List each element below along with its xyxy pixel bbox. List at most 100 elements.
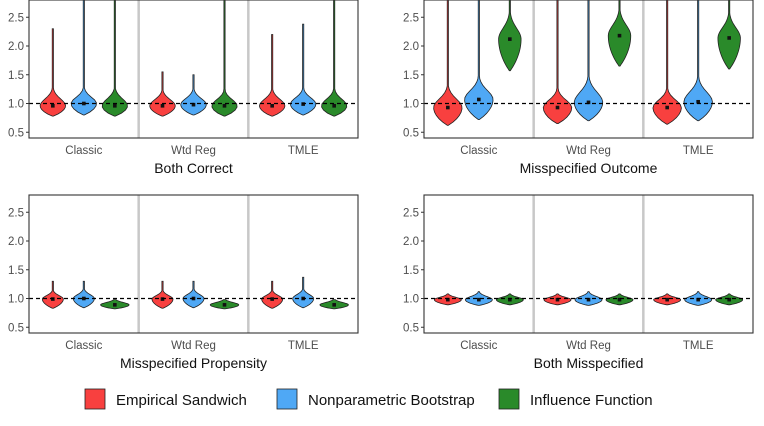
violin-layer: [39, 0, 348, 117]
panel-title: Misspecified Propensity: [120, 355, 267, 371]
median-point: [82, 296, 86, 301]
median-point: [82, 101, 86, 106]
violin-influence-function: [717, 0, 741, 70]
x-tick-label: Wtd Reg: [566, 145, 611, 157]
panel-title: Both Correct: [154, 160, 233, 176]
panel-1: 0.5 1.0 1.5 2.0 2.5 Classic Wtd Reg TMLE Both Co…: [8, 0, 359, 176]
panel-border: [423, 194, 754, 334]
violin-nonparametric-bootstrap: [573, 0, 604, 122]
median-point: [113, 104, 117, 108]
violin-nonparametric-bootstrap: [72, 280, 95, 309]
median-point: [51, 104, 55, 108]
x-tick-label: Classic: [65, 145, 102, 157]
y-tick-label: 1.0: [8, 99, 24, 111]
median-point: [727, 297, 731, 302]
median-point: [665, 105, 669, 110]
y-tick-label: 1.0: [403, 294, 419, 306]
violin-empirical-sandwich: [652, 0, 682, 125]
violin-influence-function: [321, 0, 348, 117]
panel-title: Both Misspecified: [534, 355, 644, 371]
median-point: [586, 100, 591, 105]
y-tick-label: 1.5: [403, 70, 419, 82]
x-tick-label: TMLE: [288, 340, 319, 352]
panel-border: [28, 0, 359, 139]
y-tick-label: 2.0: [8, 41, 24, 53]
violin-layer: [433, 291, 744, 306]
legend-label: Nonparametric Bootstrap: [308, 392, 475, 409]
violin-influence-function: [607, 0, 632, 67]
y-tick-label: 2.5: [403, 12, 419, 24]
median-point: [617, 33, 622, 38]
violin-nonparametric-bootstrap: [180, 74, 207, 116]
median-point: [696, 297, 700, 302]
y-tick-label: 0.5: [8, 127, 24, 139]
median-point: [617, 297, 622, 302]
median-point: [696, 99, 700, 104]
violin-influence-function: [498, 0, 522, 72]
median-point: [586, 297, 591, 302]
x-tick-label: TMLE: [683, 340, 714, 352]
violin-empirical-sandwich: [149, 71, 176, 117]
y-tick-label: 2.0: [403, 236, 419, 248]
median-point: [555, 297, 560, 302]
median-point: [270, 104, 274, 108]
y-tick-label: 1.0: [403, 99, 419, 111]
y-tick-label: 2.5: [8, 12, 24, 24]
median-point: [332, 303, 336, 307]
median-point: [477, 97, 481, 102]
violin-nonparametric-bootstrap: [290, 23, 317, 116]
panel-2: 0.5 1.0 1.5 2.0 2.5 Classic Wtd Reg TMLE Misspec…: [403, 0, 754, 176]
median-point: [727, 36, 731, 40]
y-tick-label: 1.5: [8, 70, 24, 82]
violin-empirical-sandwich: [261, 280, 284, 309]
y-tick-label: 0.5: [403, 127, 419, 139]
violin-nonparametric-bootstrap: [464, 0, 494, 120]
legend-label: Empirical Sandwich: [116, 392, 247, 409]
violin-empirical-sandwich: [39, 28, 66, 117]
x-tick-label: Wtd Reg: [566, 340, 611, 352]
median-point: [508, 37, 512, 41]
median-point: [446, 105, 450, 110]
x-tick-label: TMLE: [288, 145, 319, 157]
x-tick-label: Classic: [65, 340, 102, 352]
violin-nonparametric-bootstrap: [683, 0, 713, 122]
median-point: [332, 104, 336, 108]
violin-influence-function: [211, 0, 238, 117]
median-point: [191, 102, 196, 107]
median-point: [160, 104, 165, 108]
y-tick-label: 0.5: [8, 322, 24, 334]
violin-nonparametric-bootstrap: [70, 0, 97, 116]
violin-nonparametric-bootstrap: [292, 276, 315, 309]
median-point: [555, 105, 560, 110]
legend-swatch-empirical-sandwich: [84, 388, 106, 410]
median-point: [270, 297, 274, 301]
median-point: [222, 303, 227, 307]
panel-border: [28, 194, 359, 334]
x-tick-label: Wtd Reg: [171, 340, 216, 352]
median-point: [477, 297, 481, 302]
panel-4: 0.5 1.0 1.5 2.0 2.5 Classic Wtd Reg TMLE Both Mi…: [403, 194, 754, 371]
median-point: [113, 303, 117, 307]
x-tick-label: Classic: [460, 340, 497, 352]
legend-label: Influence Function: [530, 392, 653, 409]
y-tick-label: 1.5: [403, 265, 419, 277]
y-tick-label: 1.5: [8, 265, 24, 277]
median-point: [508, 297, 512, 302]
y-tick-label: 2.0: [403, 41, 419, 53]
legend-swatch-influence-function: [498, 388, 520, 410]
y-tick-label: 2.5: [8, 207, 24, 219]
violin-empirical-sandwich: [542, 0, 573, 125]
violin-empirical-sandwich: [151, 280, 174, 309]
x-tick-label: Wtd Reg: [171, 145, 216, 157]
violin-empirical-sandwich: [433, 0, 463, 126]
x-tick-label: Classic: [460, 145, 497, 157]
violin-empirical-sandwich: [259, 34, 286, 117]
median-point: [222, 104, 227, 108]
legend: Empirical Sandwich Nonparametric Bootstra…: [84, 388, 653, 410]
y-tick-label: 2.0: [8, 236, 24, 248]
x-tick-label: TMLE: [683, 145, 714, 157]
y-tick-label: 0.5: [403, 322, 419, 334]
median-point: [446, 297, 450, 302]
